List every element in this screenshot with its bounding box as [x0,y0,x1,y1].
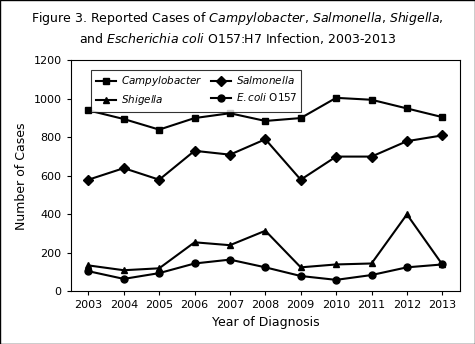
E.coli O157 [121,277,127,281]
Line: Campylobacter: Campylobacter [85,94,446,133]
Shigella [192,240,198,244]
Campylobacter [298,116,304,120]
Y-axis label: Number of Cases: Number of Cases [15,122,28,229]
E.coli O157 [263,265,268,269]
Shigella [333,262,339,267]
E.coli O157 [192,261,198,266]
X-axis label: Year of Diagnosis: Year of Diagnosis [211,316,319,329]
Shigella [263,229,268,233]
Campylobacter [86,108,91,112]
Text: and $\it{Escherichia\ coli}$ O157:H7 Infection, 2003-2013: and $\it{Escherichia\ coli}$ O157:H7 Inf… [79,31,396,46]
Legend: $\it{Campylobacter}$, $\it{Shigella}$, $\it{Salmonella}$, $\it{E.coli}$ O157: $\it{Campylobacter}$, $\it{Shigella}$, $… [92,70,301,112]
E.coli O157 [86,269,91,273]
Salmonella [263,137,268,141]
Campylobacter [404,106,410,110]
Salmonella [404,139,410,143]
Line: Shigella: Shigella [85,211,446,274]
Salmonella [333,154,339,159]
Campylobacter [192,116,198,120]
Shigella [86,264,91,268]
Shigella [298,265,304,269]
E.coli O157 [439,262,445,267]
Salmonella [192,149,198,153]
Line: E.coli O157: E.coli O157 [85,256,446,283]
Shigella [156,266,162,270]
E.coli O157 [404,265,410,269]
Shigella [369,261,374,266]
Text: Figure 3. Reported Cases of $\it{Campylobacter}$, $\it{Salmonella}$, $\it{Shigel: Figure 3. Reported Cases of $\it{Campylo… [31,10,444,27]
Salmonella [369,154,374,159]
Shigella [121,268,127,272]
Salmonella [156,178,162,182]
E.coli O157 [227,258,233,262]
Campylobacter [263,119,268,123]
Campylobacter [156,128,162,132]
Campylobacter [121,117,127,121]
E.coli O157 [156,271,162,275]
E.coli O157 [333,278,339,282]
Line: Salmonella: Salmonella [85,132,446,183]
Shigella [404,212,410,216]
Salmonella [439,133,445,138]
E.coli O157 [369,273,374,277]
Shigella [439,262,445,267]
Salmonella [86,178,91,182]
Salmonella [227,153,233,157]
Salmonella [121,166,127,170]
Campylobacter [439,115,445,119]
E.coli O157 [298,274,304,278]
Campylobacter [333,96,339,100]
Campylobacter [227,111,233,115]
Shigella [227,243,233,247]
Salmonella [298,178,304,182]
Campylobacter [369,98,374,102]
